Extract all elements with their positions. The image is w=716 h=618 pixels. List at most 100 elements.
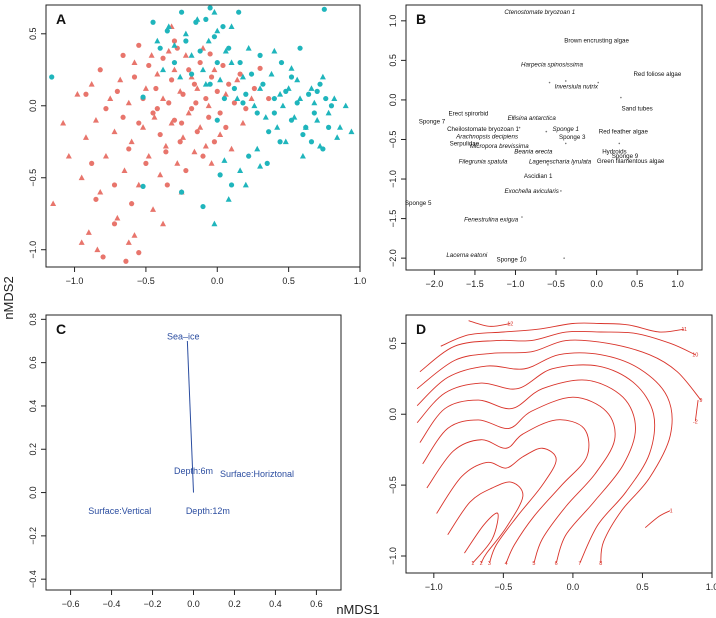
- species-label: Red feather algae: [599, 129, 649, 136]
- contour-line: [416, 339, 702, 401]
- contour-level-label: -1: [668, 509, 673, 515]
- scatter-point-triangle: [194, 85, 201, 91]
- scatter-point-triangle: [200, 66, 206, 73]
- scatter-point-triangle: [222, 91, 229, 97]
- panel-c-letter: C: [56, 321, 66, 337]
- scatter-point-circle: [240, 100, 246, 106]
- scatter-point-circle: [178, 189, 185, 195]
- contour-level-label: 2: [480, 561, 483, 567]
- scatter-point-triangle: [188, 52, 195, 58]
- scatter-point-triangle: [297, 95, 304, 101]
- scatter-point-circle: [136, 42, 142, 48]
- vector-label: Sea–ice: [167, 332, 200, 342]
- scatter-point-circle: [217, 172, 223, 178]
- scatter-point-circle: [308, 139, 315, 145]
- scatter-point-triangle: [85, 229, 92, 235]
- scatter-point-triangle: [78, 239, 85, 245]
- species-point: [618, 142, 621, 145]
- scatter-point-triangle: [331, 95, 338, 101]
- panel-a-letter: A: [56, 11, 66, 27]
- scatter-point-circle: [178, 120, 185, 126]
- scatter-point-triangle: [277, 91, 284, 97]
- species-label: Sponge 5: [405, 200, 432, 207]
- scatter-point-circle: [266, 129, 272, 135]
- panel-c: C −0.6 −0.4 −0.2 0.0 0.2 0.4 0.6 −0.4 −0.2 0.0 0.2…: [28, 313, 342, 609]
- species-label: Sponge 9: [612, 153, 639, 160]
- panel-b-x-tick-label: 0.5: [631, 279, 644, 289]
- species-point: [512, 116, 514, 119]
- scatter-point-circle: [150, 110, 156, 116]
- scatter-point-triangle: [140, 124, 147, 130]
- scatter-point-circle: [277, 139, 283, 145]
- scatter-point-circle: [178, 9, 185, 15]
- panel-c-y-tick-label: −0.4: [28, 570, 38, 588]
- y-axis-label: nMDS2: [1, 276, 16, 319]
- scatter-point-triangle: [257, 163, 264, 169]
- scatter-point-triangle: [282, 138, 289, 145]
- panel-a-x-tick-label: 0.0: [211, 276, 224, 286]
- panel-b-x-tick-label: −0.5: [547, 279, 565, 289]
- species-label: Ascidian 1: [524, 173, 553, 180]
- scatter-point-circle: [294, 100, 300, 106]
- species-label: Red foliose algae: [633, 71, 681, 78]
- scatter-point-triangle: [288, 65, 295, 71]
- scatter-point-circle: [140, 183, 146, 189]
- scatter-point-triangle: [254, 145, 261, 152]
- scatter-point-triangle: [302, 124, 309, 130]
- scatter-point-triangle: [279, 102, 286, 109]
- scatter-point-circle: [260, 81, 266, 87]
- scatter-point-triangle: [325, 109, 332, 116]
- scatter-point-circle: [186, 67, 192, 73]
- panel-b-y-tick-label: −1.0: [388, 170, 398, 188]
- species-point: [537, 151, 539, 153]
- contour-level-label: 3: [488, 561, 491, 567]
- scatter-point-triangle: [94, 246, 101, 253]
- scatter-point-triangle: [217, 76, 224, 83]
- panel-d-y-tick-label: −0.5: [388, 476, 398, 494]
- panel-a-y-tick-label: −0.5: [28, 169, 38, 187]
- scatter-point-triangle: [165, 47, 172, 54]
- scatter-point-triangle: [239, 73, 246, 80]
- scatter-point-circle: [154, 106, 160, 112]
- scatter-point-triangle: [228, 59, 235, 65]
- scatter-point-triangle: [92, 116, 99, 123]
- scatter-point-triangle: [319, 73, 326, 80]
- scatter-point-circle: [140, 94, 146, 100]
- panel-d-x-tick-label: −0.5: [494, 582, 512, 592]
- contour-level-label: 12: [507, 322, 513, 328]
- scatter-point-triangle: [148, 52, 155, 58]
- scatter-point-triangle: [121, 167, 128, 173]
- panel-b-x-tick-label: 0.0: [590, 279, 603, 289]
- panel-b-ticks: −2.0 −1.5 −1.0 −0.5 0.0 0.5 1.0 −2.0 −1.5 −1.0 −0.…: [388, 15, 684, 289]
- scatter-point-circle: [171, 117, 178, 123]
- panel-c-y-tick-label: 0.0: [28, 486, 38, 499]
- species-label: Micropora brevissima: [470, 143, 529, 150]
- species-label: Ctenostomate bryozoan 1: [504, 9, 575, 16]
- scatter-point-circle: [251, 85, 257, 92]
- species-point: [560, 190, 562, 192]
- panel-b-x-tick-label: −1.5: [466, 279, 484, 289]
- scatter-point-circle: [257, 52, 263, 58]
- scatter-point-triangle: [131, 232, 138, 238]
- vector-label: Depth:6m: [174, 466, 213, 476]
- panel-d-frame: [405, 314, 713, 574]
- scatter-point-triangle: [135, 181, 142, 188]
- scatter-point-circle: [89, 160, 95, 166]
- scatter-point-triangle: [311, 99, 318, 106]
- scatter-point-circle: [311, 110, 317, 116]
- panel-c-y-tick-label: 0.4: [28, 400, 38, 413]
- scatter-point-circle: [83, 91, 89, 97]
- species-label: Sponge 7: [419, 118, 446, 125]
- scatter-point-circle: [314, 88, 320, 94]
- scatter-point-circle: [188, 106, 195, 112]
- contour-line: [419, 379, 636, 564]
- scatter-point-triangle: [208, 160, 215, 166]
- scatter-point-triangle: [162, 142, 169, 149]
- scatter-point-circle: [266, 95, 272, 102]
- scatter-point-triangle: [157, 171, 164, 178]
- species-label: Beania erecta: [514, 148, 553, 155]
- panel-d-x-tick-label: 0.0: [567, 582, 580, 592]
- scatter-point-triangle: [65, 152, 72, 159]
- panel-b-frame: [405, 4, 703, 271]
- panel-d-ticks: −1.0 −0.5 0.0 0.5 1.0 −1.0 −0.5 0.0 0.5: [388, 337, 716, 592]
